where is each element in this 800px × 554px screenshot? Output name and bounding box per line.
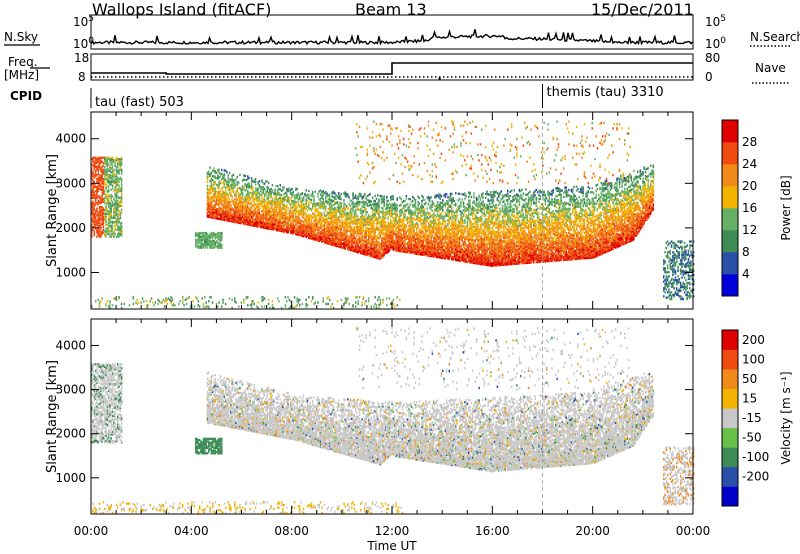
time-tick-label: 00:00 [74,524,109,538]
time-tick-label: 08:00 [274,524,309,538]
nave-dip-point [438,77,440,79]
power-colorbar-segment [722,142,738,164]
power-ylabel: Slant Range [km] [45,154,60,267]
power-colorbar-segment [722,252,738,274]
velocity-colorbar-tick-label: 50 [742,372,757,386]
velocity-ytick-label: 3000 [55,383,86,397]
cpid-entry-1: tau (fast) 503 [95,95,184,110]
power-ytick-label: 3000 [55,176,86,190]
frequency-line [91,63,693,74]
velocity-colorbar-segment [722,369,738,389]
noise-right-tick-high: 105 [705,14,726,29]
cpid-entry-2: themis (tau) 3310 [547,85,664,100]
power-colorbar [722,120,738,296]
nave-label: Nave [755,61,786,75]
power-colorbar-tick-label: 4 [742,267,750,281]
velocity-colorbar-segment [722,428,738,448]
time-tick-label: 04:00 [174,524,209,538]
velocity-colorbar [722,330,738,506]
power-colorbar-segment [722,186,738,208]
velocity-colorbar-segment [722,350,738,370]
radar-summary-plot: N.Sky N.Search105100105100Freq.[MHz] Nave1… [0,0,800,554]
velocity-colorbar-tick-label: 100 [742,352,765,366]
freq-tick-low: 8 [78,70,86,84]
velocity-ytick-label: 4000 [55,338,86,352]
velocity-colorbar-segment [722,447,738,467]
power-colorbar-tick-label: 20 [742,179,757,193]
time-tick-label: 20:00 [575,524,610,538]
power-colorbar-segment [722,230,738,252]
velocity-heatmap [91,327,694,514]
power-ytick-label: 1000 [55,265,86,279]
power-colorbar-segment [722,120,738,142]
search-noise-label: N.Search [750,30,800,44]
velocity-ytick-label: 1000 [55,471,86,485]
sky-noise-label: N.Sky [4,30,38,44]
power-colorbar-tick-label: 16 [742,201,757,215]
velocity-ylabel: Slant Range [km] [45,360,60,473]
cpid-label: CPID [10,89,42,103]
power-colorbar-tick-label: 12 [742,223,757,237]
velocity-colorbar-segment [722,408,738,428]
velocity-colorbar-label: Velocity [m s⁻¹] [779,371,793,464]
velocity-colorbar-segment [722,486,738,506]
power-colorbar-label: Power [dB] [779,175,793,240]
time-tick-label: 12:00 [375,524,410,538]
velocity-colorbar-tick-label: -50 [742,431,762,445]
velocity-colorbar-tick-label: -100 [742,450,769,464]
power-colorbar-segment [722,274,738,296]
time-axis-label: Time UT [366,539,417,553]
velocity-colorbar-segment [722,330,738,350]
velocity-colorbar-segment [722,467,738,487]
freq-unit-label: [MHz] [4,68,39,82]
sky-noise-line [91,29,693,44]
velocity-colorbar-tick-label: -200 [742,470,769,484]
nave-tick-low: 0 [705,70,713,84]
freq-label: Freq. [8,55,38,69]
power-colorbar-tick-label: 8 [742,245,750,259]
velocity-colorbar-segment [722,389,738,409]
freq-tick-high: 18 [74,51,89,65]
power-colorbar-tick-label: 28 [742,135,757,149]
power-ytick-label: 4000 [55,132,86,146]
power-colorbar-tick-label: 24 [742,157,757,171]
noise-right-tick-low: 100 [705,36,726,51]
time-tick-label: 00:00 [676,524,711,538]
velocity-colorbar-tick-label: 15 [742,391,757,405]
velocity-ytick-label: 2000 [55,427,86,441]
power-colorbar-segment [722,164,738,186]
velocity-colorbar-tick-label: 200 [742,333,765,347]
power-heatmap [91,121,694,310]
power-ytick-label: 2000 [55,221,86,235]
time-tick-label: 16:00 [475,524,510,538]
nave-tick-high: 80 [705,51,720,65]
power-colorbar-segment [722,208,738,230]
velocity-colorbar-tick-label: -15 [742,411,762,425]
